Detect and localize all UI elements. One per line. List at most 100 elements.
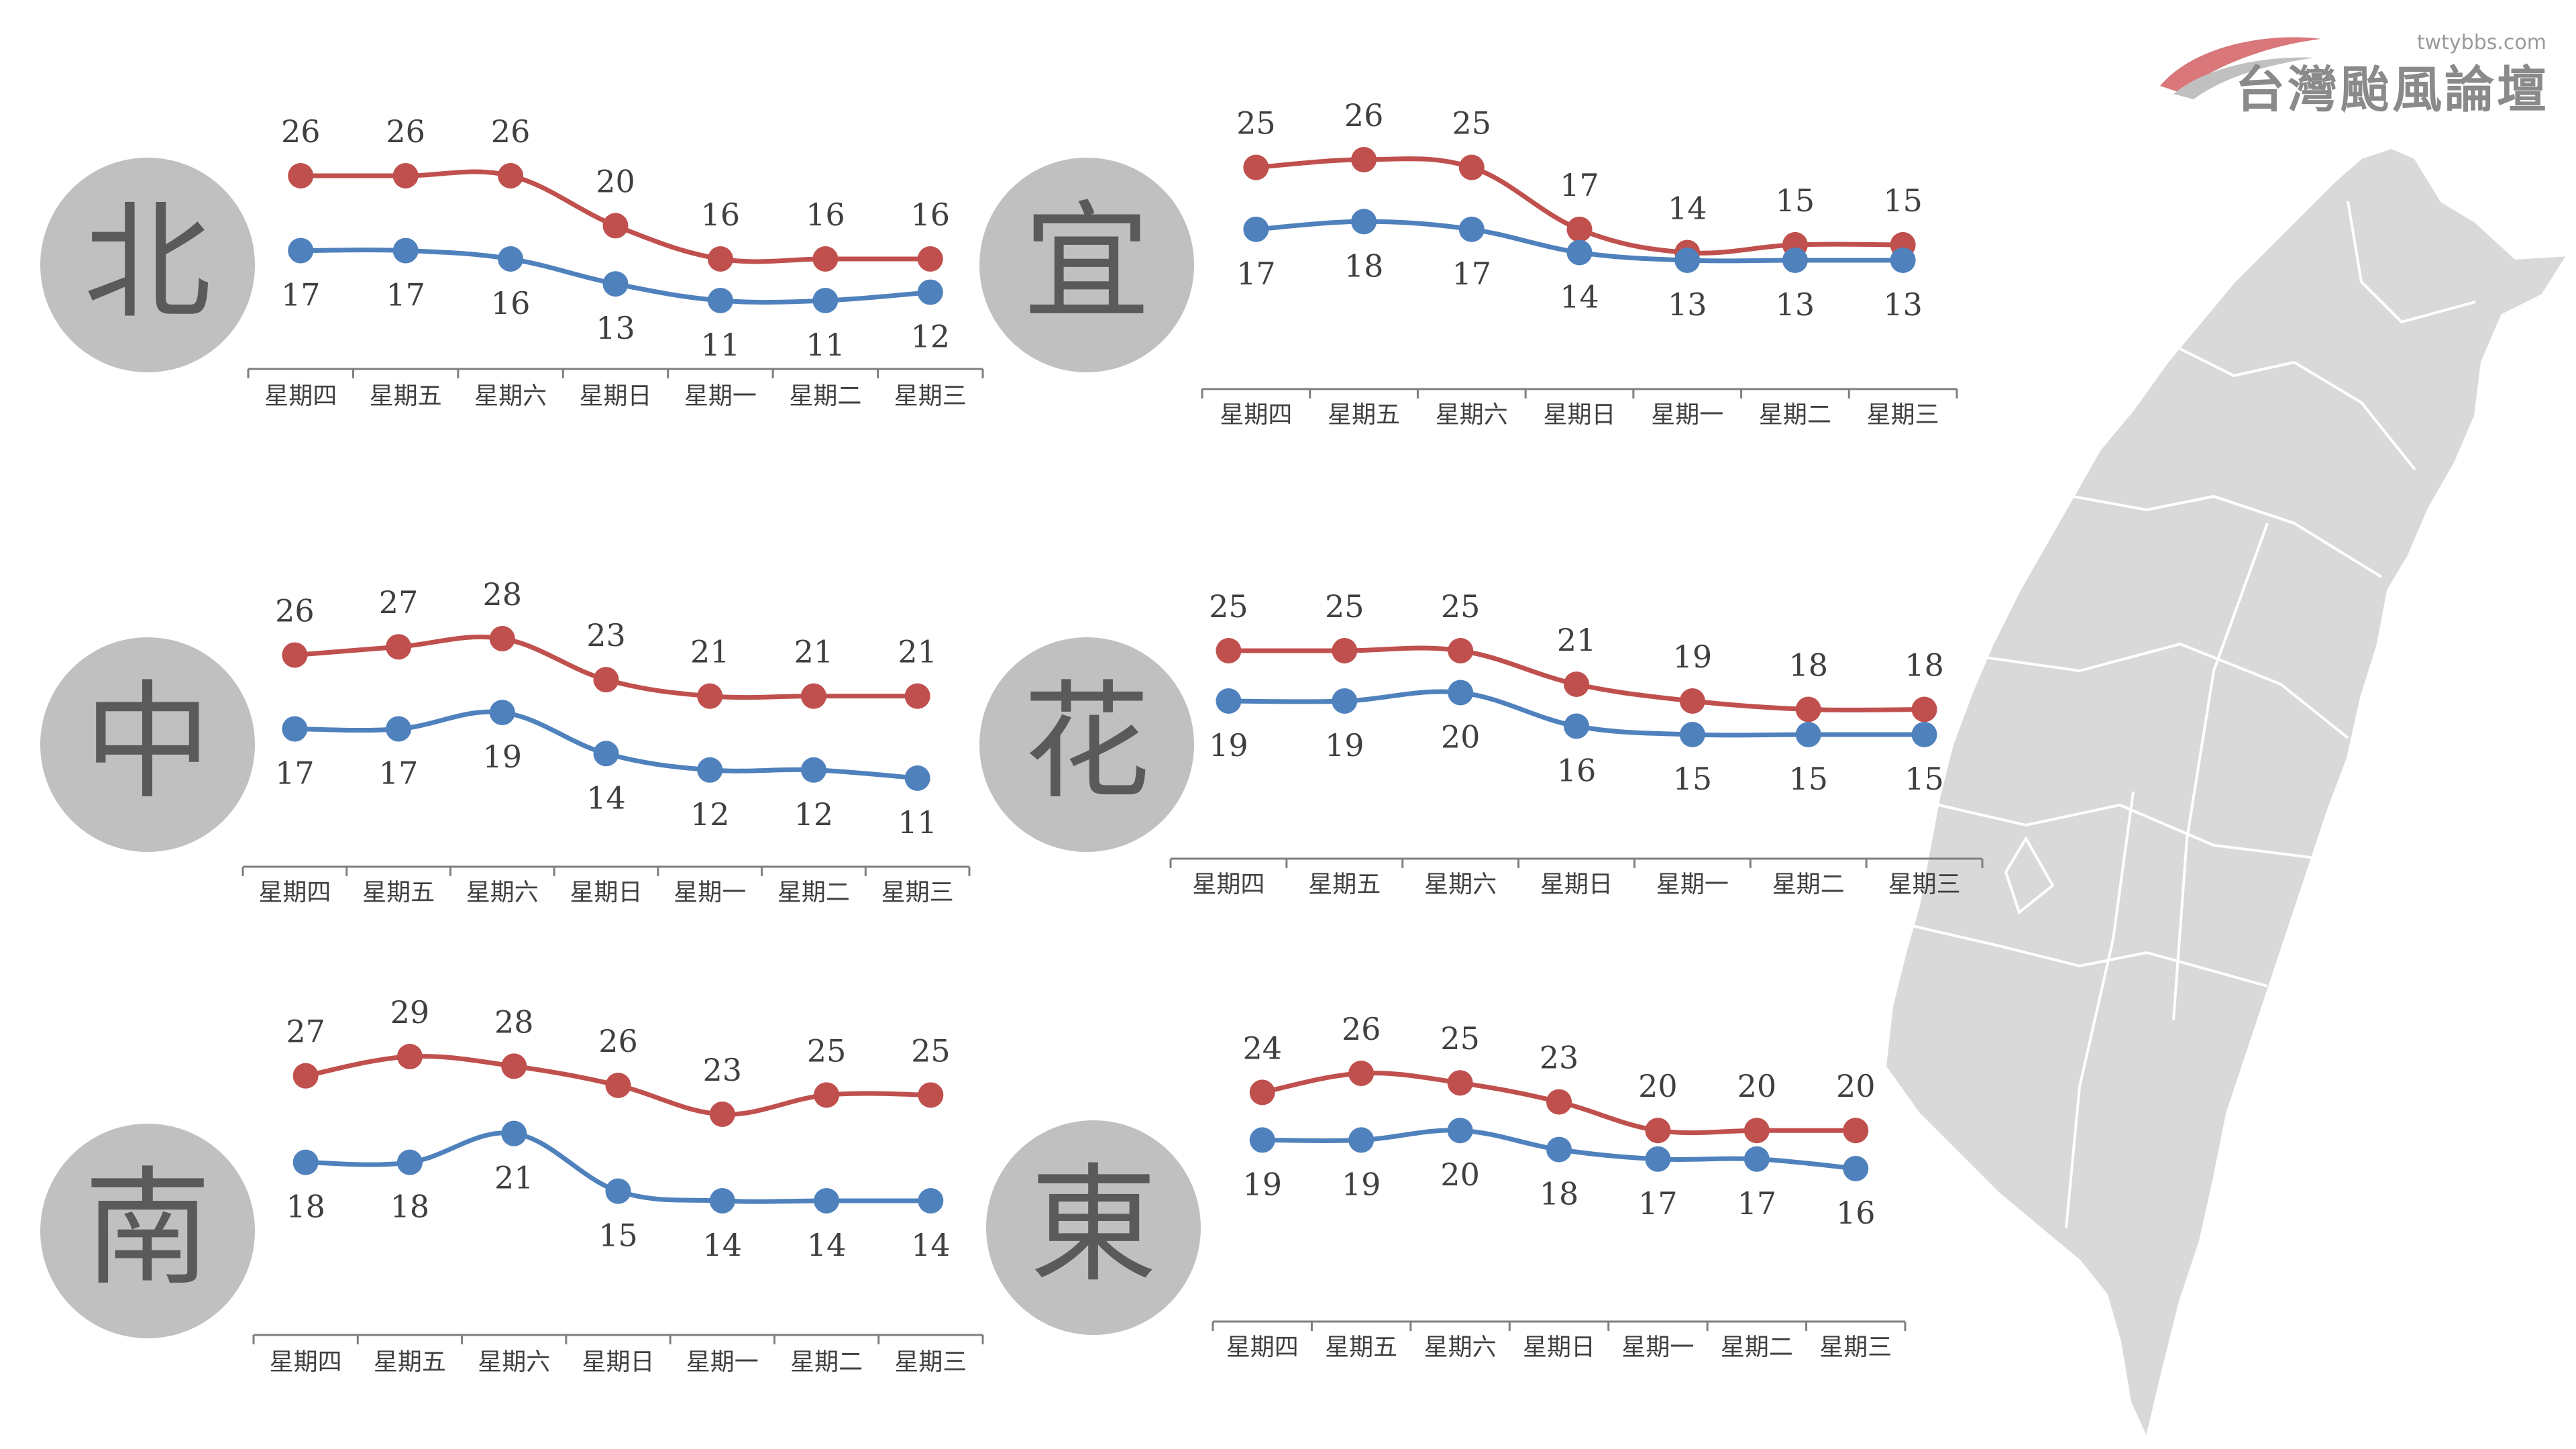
high-temp-point [1348,1061,1375,1086]
category-label: 星期二 [1772,871,1845,898]
low-temp-label: 17 [1638,1185,1678,1222]
high-temp-label: 20 [1737,1068,1777,1104]
high-temp-point [904,683,930,709]
low-temp-point [812,288,839,313]
region-badge [986,1120,1201,1335]
low-temp-point [392,237,419,264]
category-label: 星期四 [1220,401,1292,429]
high-temp-point [917,246,943,272]
high-temp-point [814,1082,840,1108]
high-temp-point [1743,1118,1770,1144]
high-temp-label: 25 [1441,588,1481,625]
county-border-9 [2004,836,2055,915]
low-temp-label: 15 [1788,761,1828,797]
high-temp-label: 28 [483,576,523,612]
taiwan-island-shape [1883,146,2571,1444]
low-temp-label: 17 [275,755,315,792]
low-temp-label: 17 [1236,256,1276,292]
category-label: 星期三 [894,382,967,410]
brand-logo: twtybbs.com 台灣颱風論壇 [2153,19,2556,119]
low-temp-point [489,700,515,726]
low-temp-point [697,757,723,783]
low-temp-point [593,741,619,767]
high-temp-label: 20 [1638,1068,1678,1104]
low-temp-label: 14 [1560,278,1599,315]
low-temp-point [498,246,524,272]
high-temp-label: 17 [1560,167,1599,203]
high-temp-point [489,626,515,651]
low-temp-label: 11 [806,327,845,363]
high-temp-label: 25 [911,1032,951,1069]
low-temp-label: 13 [1668,286,1707,323]
low-temp-point [602,271,629,297]
high-temp-point [1447,1070,1473,1096]
category-label: 星期日 [570,879,642,906]
low-temp-label: 16 [1836,1195,1876,1231]
category-label: 星期一 [1656,871,1729,898]
low-temp-label: 13 [1776,286,1815,323]
low-temp-point [396,1149,423,1175]
category-label: 星期四 [270,1348,342,1376]
low-temp-point [917,279,943,305]
category-label: 星期日 [579,382,651,410]
low-temp-label: 15 [1904,761,1944,797]
category-label: 星期六 [1424,871,1497,898]
category-label: 星期一 [686,1348,759,1376]
low-temp-label: 13 [596,310,635,346]
low-temp-label: 17 [1452,256,1492,292]
county-border-6 [1911,924,2268,987]
high-temp-label: 18 [1788,647,1828,684]
low-temp-label: 14 [703,1227,743,1263]
high-temp-point [1843,1118,1869,1144]
low-temp-label: 14 [807,1227,847,1263]
high-temp-point [1911,696,1937,722]
region-label: 中 [84,668,211,816]
high-temp-label: 26 [598,1023,638,1059]
low-temp-label: 19 [1209,727,1248,763]
category-label: 星期六 [474,382,547,410]
category-label: 星期三 [1819,1334,1892,1361]
county-border-7 [2065,791,2135,1228]
high-temp-label: 15 [1883,182,1923,219]
high-temp-label: 26 [491,113,531,150]
low-temp-point [292,1149,319,1175]
low-temp-label: 18 [390,1189,430,1225]
low-temp-point [282,716,308,742]
low-temp-label: 14 [911,1227,951,1263]
low-temp-point [1743,1146,1770,1172]
high-temp-label: 25 [1209,588,1248,625]
low-temp-label: 12 [690,796,730,833]
high-temp-label: 25 [1440,1020,1480,1057]
low-temp-label: 17 [386,277,425,313]
low-temp-point [1645,1146,1671,1172]
low-temp-label: 11 [898,804,937,841]
low-temp-label: 12 [911,319,951,355]
low-temp-point [1249,1127,1275,1153]
category-label: 星期六 [1424,1334,1497,1361]
county-border-8 [2172,523,2269,1020]
region-badge [979,158,1194,372]
high-temp-point [392,163,419,189]
high-temp-label: 27 [286,1014,325,1050]
high-temp-point [1351,147,1377,172]
low-temp-point [1795,722,1821,747]
low-temp-point [1348,1127,1375,1153]
low-temp-point [707,288,733,313]
high-temp-point [1332,638,1358,663]
low-temp-point [386,716,412,742]
category-label: 星期日 [1540,871,1613,898]
high-temp-label: 20 [596,163,635,199]
low-temp-point [501,1120,527,1146]
high-temp-point [1216,638,1242,663]
taiwan-map [1883,146,2571,1444]
high-temp-label: 26 [1342,1011,1381,1047]
low-temp-label: 16 [1557,753,1597,789]
high-temp-point [288,163,314,189]
category-label: 星期二 [789,382,861,410]
high-temp-point [1243,154,1269,180]
high-temp-label: 25 [1325,588,1364,625]
high-temp-label: 26 [275,592,315,629]
